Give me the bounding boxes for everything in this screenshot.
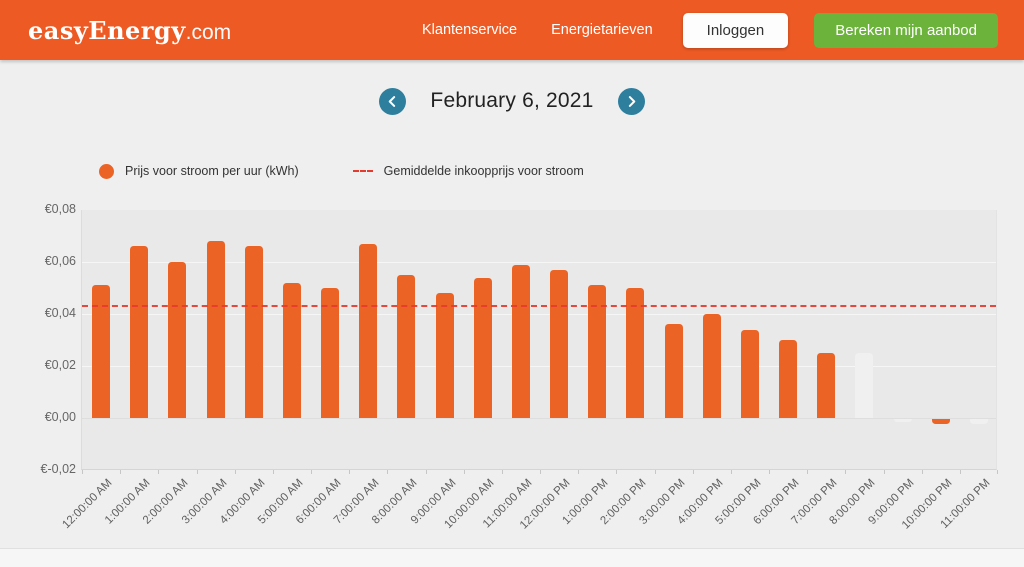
price-bar-3-00-00-am[interactable]	[206, 241, 225, 418]
nav-link-klantenservice[interactable]: Klantenservice	[421, 22, 518, 38]
x-axis-tick	[616, 470, 618, 474]
price-bar-6-00-00-am[interactable]	[321, 288, 340, 418]
price-bar-5-00-00-am[interactable]	[282, 282, 301, 418]
x-axis-tick	[158, 470, 160, 474]
x-axis-tick	[540, 470, 541, 474]
x-axis-tick	[807, 470, 809, 474]
x-axis-tick	[692, 470, 694, 474]
previous-day-button[interactable]	[379, 87, 407, 115]
x-axis-tick	[883, 470, 885, 474]
x-axis-tick	[120, 470, 122, 474]
chevron-left-icon	[389, 95, 396, 107]
login-button[interactable]: Inloggen	[682, 12, 789, 48]
nav-link-energietarieven[interactable]: Energietarieven	[551, 22, 653, 38]
footer-band	[0, 548, 1024, 567]
calculate-offer-button[interactable]: Bereken mijn aanbod	[814, 12, 998, 48]
legend-price-label: Prijs voor stroom per uur (kWh)	[125, 164, 299, 178]
price-bar-8-00-00-am[interactable]	[397, 275, 416, 418]
y-axis-tick-label: €-0,02	[40, 462, 76, 476]
x-axis-tick	[730, 470, 732, 474]
x-axis-tick	[272, 470, 274, 474]
x-axis-tick	[349, 470, 351, 474]
price-bar-10-00-00-pm[interactable]	[931, 419, 950, 425]
x-axis-tick	[501, 470, 503, 474]
gridline	[82, 366, 996, 367]
x-axis-tick	[196, 470, 198, 474]
legend-item-price[interactable]: Prijs voor stroom per uur (kWh)	[99, 163, 299, 179]
x-axis-tick	[387, 470, 389, 474]
y-axis-tick-label: €0,08	[44, 202, 76, 216]
price-bar-4-00-00-pm[interactable]	[702, 314, 721, 418]
header-nav: Klantenservice Energietarieven Inloggen …	[418, 12, 998, 48]
x-axis-tick	[997, 470, 998, 474]
price-bar-7-00-00-am[interactable]	[359, 243, 378, 418]
price-bar-4-00-00-am[interactable]	[244, 246, 263, 418]
price-bar-1-00-00-pm[interactable]	[588, 285, 607, 418]
zero-gridline	[82, 418, 996, 419]
average-price-line	[82, 304, 996, 307]
x-axis-tick	[654, 470, 656, 474]
brand-logo-suffix: .com	[185, 20, 232, 44]
gridline	[82, 262, 996, 263]
gridline	[82, 314, 996, 315]
price-bar-7-00-00-pm[interactable]	[817, 353, 836, 418]
next-day-button[interactable]	[617, 87, 645, 115]
x-axis-label: 12:00:00 AM	[60, 477, 115, 532]
legend-average-label: Gemiddelde inkoopprijs voor stroom	[383, 164, 584, 178]
price-bar-9-00-00-am[interactable]	[435, 293, 454, 418]
x-axis-tick	[425, 470, 427, 474]
price-bar-11-00-00-pm[interactable]	[969, 419, 988, 425]
x-axis-tick	[82, 470, 83, 474]
price-bar-2-00-00-am[interactable]	[168, 262, 187, 418]
legend-dot-icon	[99, 163, 114, 179]
price-bar-11-00-00-am[interactable]	[511, 264, 530, 418]
date-navigation: February 6, 2021	[0, 83, 1024, 119]
plot-area	[81, 210, 998, 474]
x-axis-tick	[234, 470, 236, 474]
x-axis-tick	[311, 470, 312, 474]
price-bar-10-00-00-am[interactable]	[473, 277, 492, 418]
x-axis-tick	[959, 470, 961, 474]
price-bar-12-00-00-pm[interactable]	[550, 269, 569, 418]
legend-dash-icon	[352, 170, 373, 172]
price-bar-12-00-00-am[interactable]	[92, 285, 111, 418]
chevron-right-icon	[628, 95, 635, 107]
x-axis-tick	[845, 470, 847, 474]
price-bar-6-00-00-pm[interactable]	[779, 340, 798, 418]
y-axis-tick-label: €0,00	[44, 410, 76, 424]
x-axis-tick	[921, 470, 923, 474]
chart-legend: Prijs voor stroom per uur (kWh) Gemiddel…	[99, 160, 584, 182]
x-axis: 12:00:00 AM 1:00:00 AM 2:00:00 AM 3:00:00 A…	[60, 470, 997, 545]
y-axis-tick-label: €0,04	[44, 306, 76, 320]
price-bar-1-00-00-am[interactable]	[130, 246, 149, 418]
legend-item-average[interactable]: Gemiddelde inkoopprijs voor stroom	[352, 164, 584, 178]
price-bar-9-00-00-pm[interactable]	[893, 419, 912, 422]
price-bar-5-00-00-pm[interactable]	[740, 329, 759, 418]
price-bar-2-00-00-pm[interactable]	[626, 288, 645, 418]
y-axis-tick-label: €0,02	[44, 358, 76, 372]
price-bar-3-00-00-pm[interactable]	[664, 324, 683, 418]
x-axis-tick	[769, 470, 770, 474]
brand-logo[interactable]: easyEnergy .com	[28, 16, 231, 45]
date-title: February 6, 2021	[430, 89, 594, 112]
app-header: easyEnergy .com Klantenservice Energietar…	[0, 0, 1024, 60]
brand-logo-text: easyEnergy	[28, 15, 186, 45]
y-axis-tick-label: €0,06	[44, 254, 76, 268]
price-bar-8-00-00-pm[interactable]	[855, 353, 874, 418]
x-axis-tick	[463, 470, 465, 474]
x-axis-tick	[578, 470, 580, 474]
